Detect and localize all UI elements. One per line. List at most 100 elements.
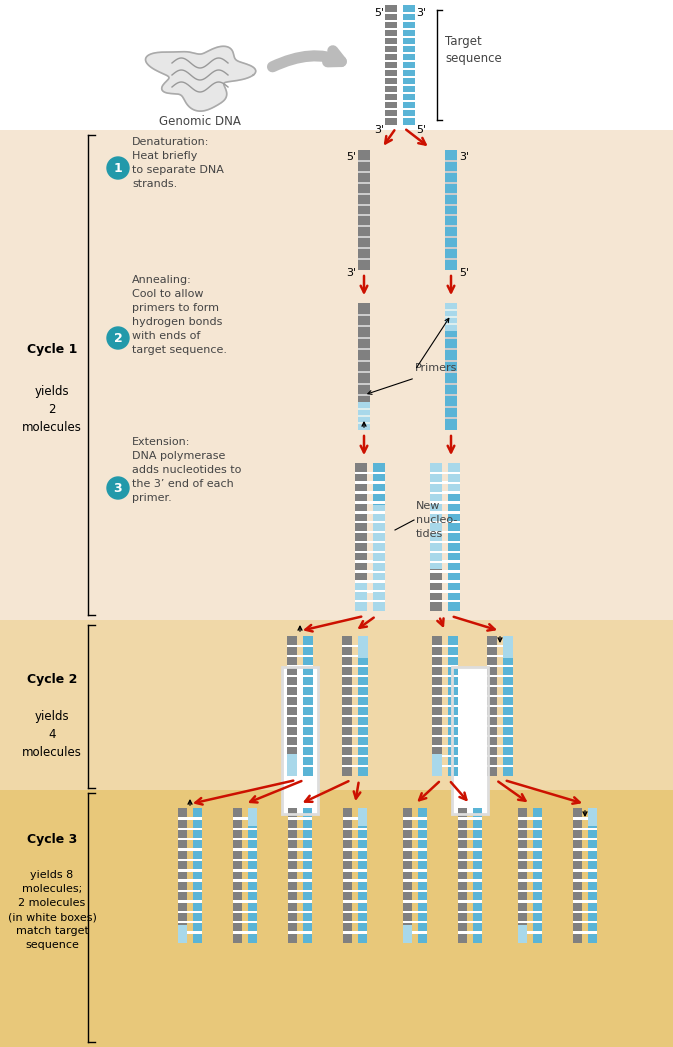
Bar — [0, 130, 673, 620]
Bar — [430, 521, 460, 524]
Bar — [288, 900, 312, 903]
Bar — [518, 838, 542, 841]
Bar — [445, 349, 457, 350]
Bar — [233, 848, 257, 851]
Bar — [355, 482, 385, 484]
Bar — [430, 540, 460, 543]
Text: Cycle 1: Cycle 1 — [27, 343, 77, 356]
Bar — [445, 160, 457, 162]
Bar — [342, 744, 368, 748]
Bar — [432, 654, 458, 658]
Bar — [445, 406, 457, 408]
Bar — [343, 911, 367, 913]
Text: Genomic DNA: Genomic DNA — [159, 115, 241, 128]
Bar — [385, 108, 415, 110]
Bar — [430, 463, 442, 569]
Bar — [432, 735, 458, 737]
Bar — [487, 725, 513, 728]
Text: 5': 5' — [416, 125, 426, 135]
Bar — [178, 900, 202, 903]
Bar — [288, 848, 312, 851]
Bar — [343, 817, 367, 820]
Text: 3': 3' — [374, 125, 384, 135]
Bar — [358, 150, 370, 270]
Bar — [288, 869, 312, 871]
Bar — [355, 551, 385, 553]
Bar — [358, 259, 370, 260]
Bar — [518, 827, 542, 830]
Bar — [458, 879, 482, 882]
Bar — [458, 808, 467, 943]
Bar — [445, 150, 457, 270]
Bar — [287, 754, 297, 776]
Bar — [487, 645, 513, 647]
Bar — [445, 360, 457, 361]
Bar — [233, 879, 257, 882]
Bar — [303, 808, 312, 943]
Text: Denaturation:
Heat briefly
to separate DNA
strands.: Denaturation: Heat briefly to separate D… — [132, 137, 224, 190]
Bar — [445, 324, 457, 325]
Bar — [458, 900, 482, 903]
Bar — [355, 502, 385, 504]
Bar — [403, 921, 427, 923]
Bar — [403, 911, 427, 913]
Text: Extension:
DNA polymerase
adds nucleotides to
the 3’ end of each
primer.: Extension: DNA polymerase adds nucleotid… — [132, 437, 242, 503]
Bar — [287, 654, 313, 658]
Bar — [573, 900, 597, 903]
Bar — [458, 911, 482, 913]
Text: 3': 3' — [416, 8, 426, 18]
Bar — [287, 674, 313, 677]
Bar — [385, 60, 415, 62]
Bar — [573, 869, 597, 871]
Bar — [358, 808, 367, 943]
Bar — [178, 827, 202, 830]
Bar — [355, 492, 385, 494]
Bar — [573, 879, 597, 882]
Bar — [445, 337, 457, 338]
Bar — [288, 838, 312, 841]
Bar — [358, 247, 370, 249]
Bar — [355, 571, 385, 573]
Bar — [430, 551, 460, 553]
Bar — [282, 667, 318, 814]
Bar — [487, 665, 513, 667]
Bar — [445, 303, 457, 430]
Bar — [403, 932, 427, 934]
Bar — [358, 372, 370, 374]
Bar — [342, 735, 368, 737]
Bar — [403, 838, 427, 841]
Bar — [430, 502, 460, 504]
Bar — [445, 259, 457, 260]
Bar — [458, 848, 482, 851]
Bar — [373, 463, 385, 611]
Bar — [178, 879, 202, 882]
Bar — [358, 808, 367, 826]
Bar — [385, 68, 415, 70]
Text: 3: 3 — [114, 482, 122, 494]
Bar — [358, 203, 370, 205]
Bar — [432, 645, 458, 647]
Bar — [355, 531, 385, 533]
Bar — [358, 422, 370, 424]
Bar — [178, 869, 202, 871]
Bar — [518, 932, 542, 934]
Bar — [430, 560, 460, 563]
Bar — [403, 808, 412, 943]
Bar — [358, 636, 368, 658]
Bar — [287, 725, 313, 728]
Bar — [178, 932, 202, 934]
Bar — [358, 349, 370, 350]
Bar — [342, 725, 368, 728]
Bar — [342, 715, 368, 717]
Text: Annealing:
Cool to allow
primers to form
hydrogen bonds
with ends of
target sequ: Annealing: Cool to allow primers to form… — [132, 275, 227, 355]
Bar — [432, 744, 458, 748]
Bar — [430, 571, 460, 573]
Bar — [343, 869, 367, 871]
Bar — [430, 600, 460, 602]
Bar — [288, 890, 312, 892]
Bar — [403, 925, 412, 943]
Text: 1: 1 — [114, 161, 122, 175]
Bar — [432, 754, 442, 776]
Bar — [233, 932, 257, 934]
Bar — [355, 560, 385, 563]
